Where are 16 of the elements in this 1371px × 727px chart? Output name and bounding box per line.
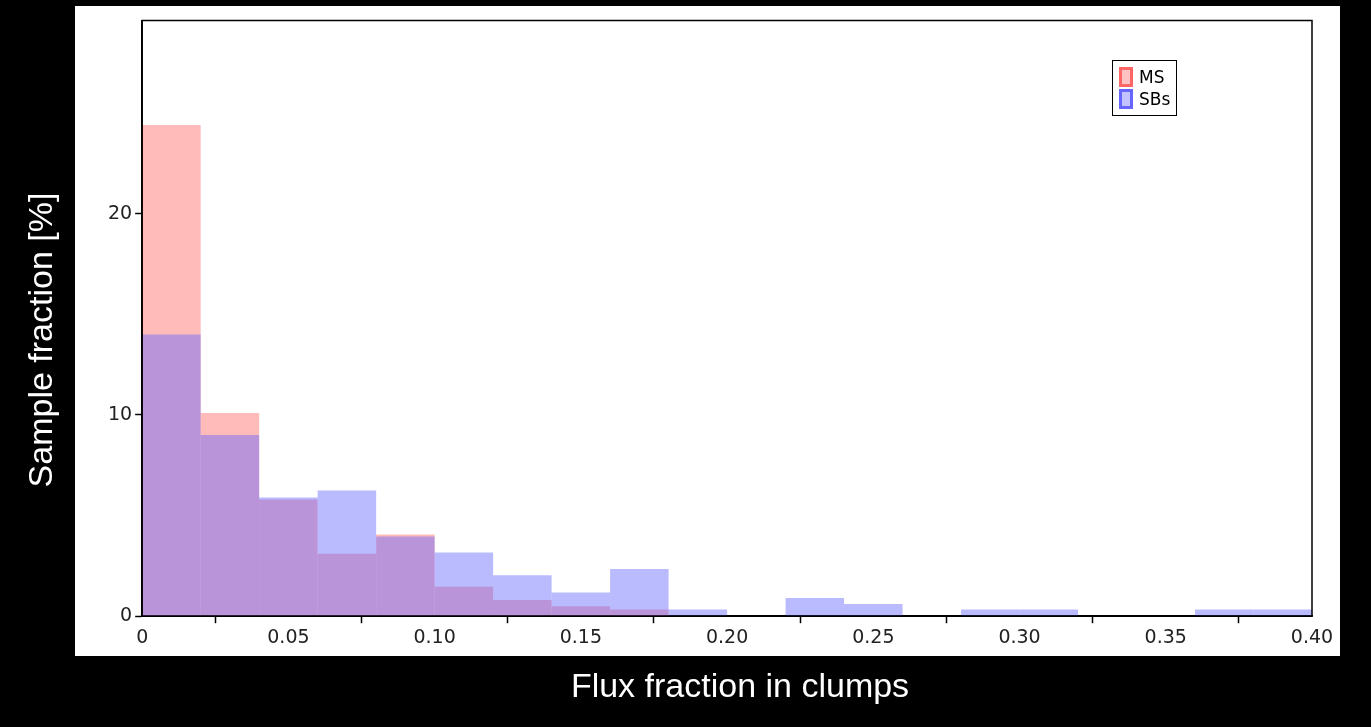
x-tick-label: 0.10: [413, 624, 456, 647]
x-axis-title: Flux fraction in clumps: [570, 666, 910, 705]
y-axis-title: Sample fraction [%]: [20, 192, 60, 488]
x-tick-label: 0.40: [1290, 624, 1334, 647]
y-tick-label: 20: [107, 200, 133, 223]
x-tick-label: 0.20: [705, 624, 749, 647]
x-tick-label: 0.05: [267, 624, 310, 647]
x-tick-label: 0.25: [852, 624, 895, 647]
x-tick-label: 0.30: [998, 624, 1041, 647]
x-tick-label: 0.15: [559, 624, 603, 647]
x-tick-label: 0: [136, 624, 149, 647]
legend-label: SBs: [1139, 89, 1171, 110]
legend-label: MS: [1139, 67, 1165, 88]
y-tick-label: 10: [107, 401, 133, 424]
x-tick-label: 0.35: [1144, 624, 1187, 647]
y-tick-label: 0: [120, 603, 133, 626]
